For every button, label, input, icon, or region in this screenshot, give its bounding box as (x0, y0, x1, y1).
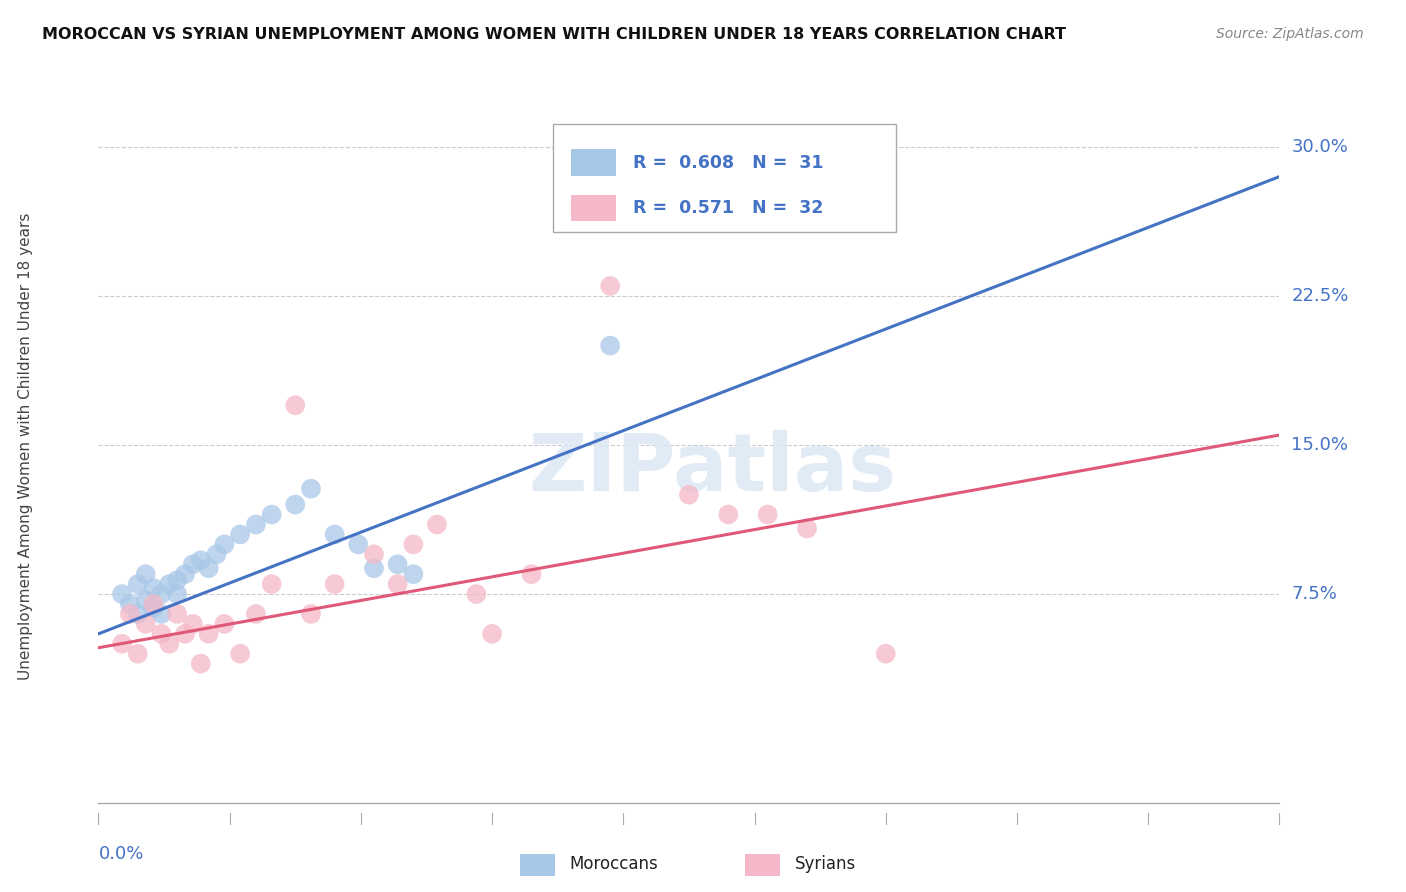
Text: ZIPatlas: ZIPatlas (529, 430, 897, 508)
Point (323, 577, 346, 591)
Point (426, 517, 449, 532)
Point (142, 581, 165, 595)
Point (166, 587, 188, 601)
Text: Syrians: Syrians (794, 855, 856, 873)
Point (214, 616, 236, 631)
Point (260, 577, 283, 591)
Point (402, 567, 425, 582)
Point (481, 627, 503, 641)
Text: 7.5%: 7.5% (1291, 585, 1337, 603)
Text: R =  0.571   N =  32: R = 0.571 N = 32 (634, 199, 824, 217)
Point (717, 508, 740, 522)
Point (387, 558, 409, 572)
Point (402, 537, 425, 551)
Point (245, 517, 267, 532)
Point (181, 558, 204, 572)
Text: 22.5%: 22.5% (1291, 287, 1348, 305)
FancyBboxPatch shape (553, 124, 896, 232)
Point (214, 537, 236, 551)
Point (111, 587, 134, 601)
Text: R =  0.608   N =  31: R = 0.608 N = 31 (634, 153, 824, 171)
Point (260, 508, 283, 522)
Point (111, 637, 134, 651)
Point (190, 657, 212, 671)
Text: Source: ZipAtlas.com: Source: ZipAtlas.com (1216, 27, 1364, 41)
FancyBboxPatch shape (571, 194, 616, 221)
Point (245, 607, 267, 621)
Point (127, 647, 149, 661)
Point (299, 482, 322, 496)
Point (142, 601, 165, 615)
Text: Unemployment Among Women with Children Under 18 years: Unemployment Among Women with Children U… (18, 212, 32, 680)
Point (197, 627, 219, 641)
Point (197, 561, 219, 575)
Point (363, 547, 385, 561)
Point (118, 607, 141, 621)
Point (363, 561, 385, 575)
Point (135, 593, 157, 607)
Point (205, 547, 228, 561)
Point (284, 398, 307, 412)
Point (127, 607, 149, 621)
Text: Moroccans: Moroccans (569, 855, 658, 873)
Point (229, 647, 252, 661)
Point (118, 597, 141, 611)
Point (465, 587, 488, 601)
Point (796, 521, 818, 535)
Point (520, 567, 543, 582)
Point (135, 616, 157, 631)
Point (157, 577, 180, 591)
Point (150, 587, 173, 601)
Text: 30.0%: 30.0% (1291, 137, 1348, 156)
Point (127, 577, 149, 591)
Point (875, 647, 897, 661)
Point (599, 279, 621, 293)
Point (157, 637, 180, 651)
Text: MOROCCAN VS SYRIAN UNEMPLOYMENT AMONG WOMEN WITH CHILDREN UNDER 18 YEARS CORRELA: MOROCCAN VS SYRIAN UNEMPLOYMENT AMONG WO… (42, 27, 1066, 42)
Point (347, 537, 370, 551)
Text: 0.0%: 0.0% (98, 845, 143, 863)
Point (599, 338, 621, 352)
Point (387, 577, 409, 591)
Point (756, 508, 779, 522)
Point (142, 597, 165, 611)
Point (181, 616, 204, 631)
Point (717, 199, 740, 213)
Point (150, 607, 173, 621)
Point (150, 627, 173, 641)
Point (678, 488, 700, 502)
Text: 15.0%: 15.0% (1291, 436, 1348, 454)
Point (135, 567, 157, 582)
Point (166, 607, 188, 621)
Point (299, 607, 322, 621)
Point (284, 498, 307, 512)
Point (323, 527, 346, 541)
Point (174, 627, 197, 641)
Point (166, 573, 188, 587)
FancyBboxPatch shape (571, 150, 616, 176)
Point (174, 567, 197, 582)
Point (190, 553, 212, 567)
Point (229, 527, 252, 541)
